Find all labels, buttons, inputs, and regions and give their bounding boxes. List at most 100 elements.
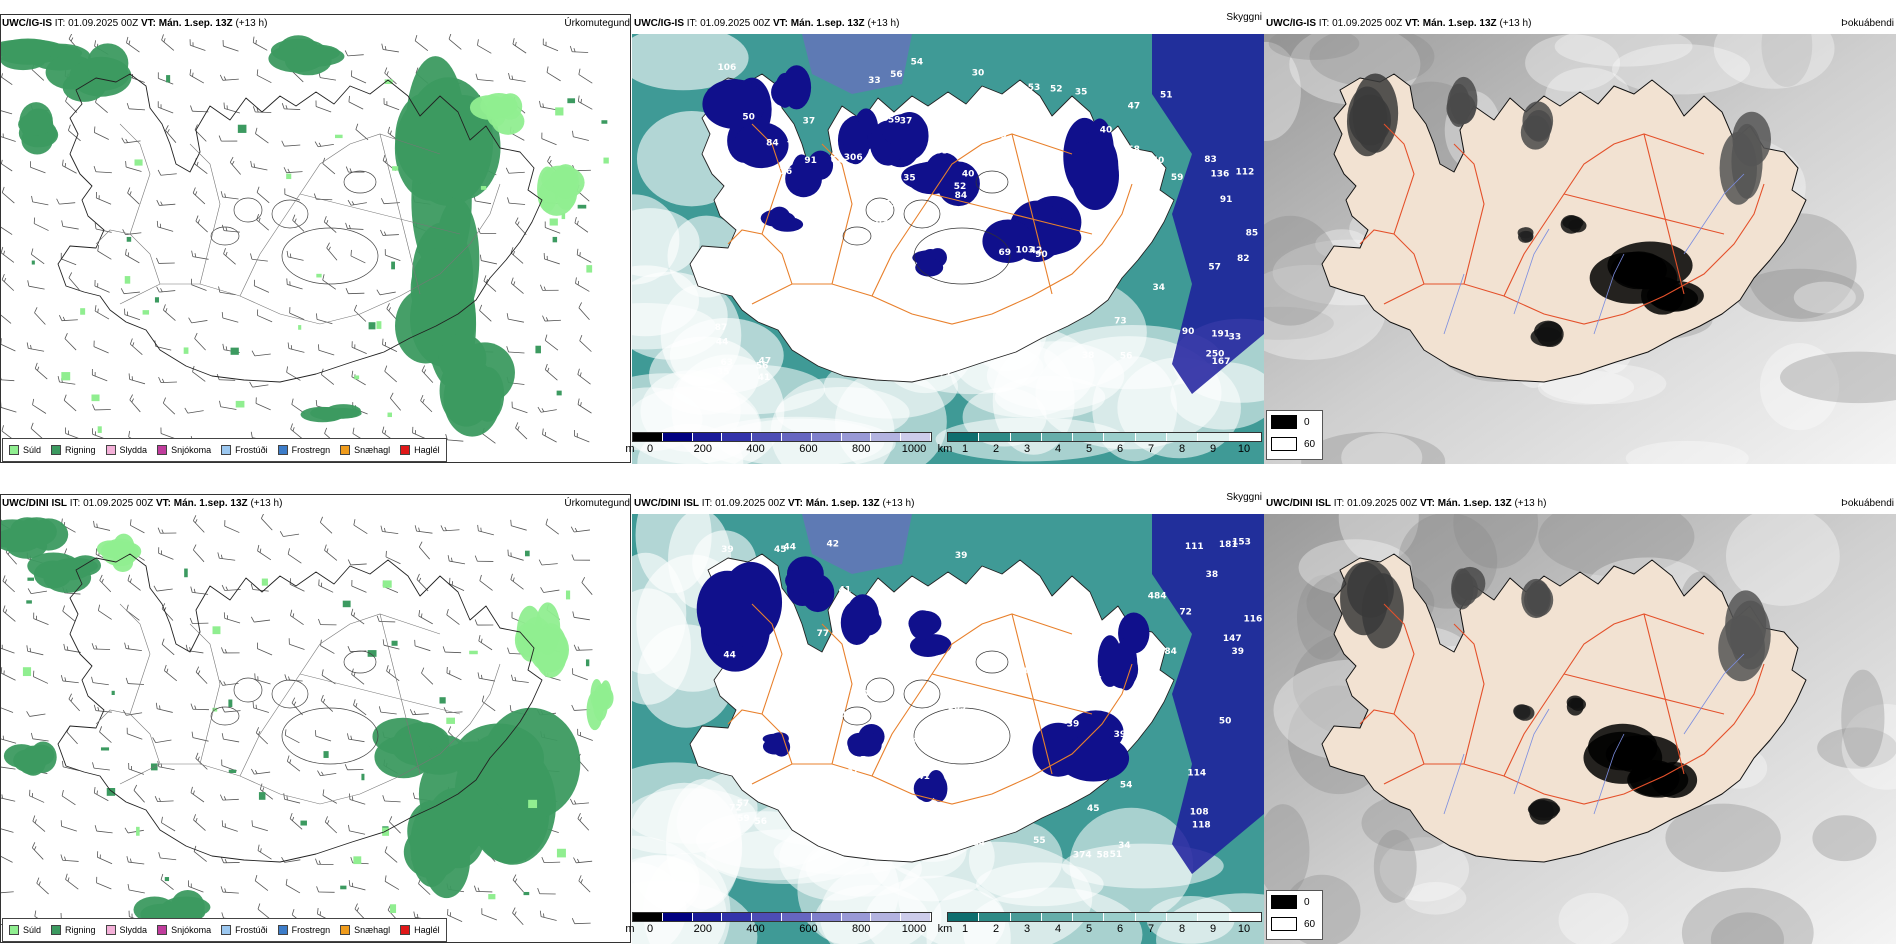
precip-map[interactable] bbox=[0, 514, 632, 944]
elevation-scale: m 0 200 400 600 800 1000 bbox=[625, 912, 932, 940]
model-name: UWC/DINI ISL bbox=[1266, 498, 1331, 509]
scale-unit: m bbox=[625, 443, 635, 455]
road-network bbox=[727, 123, 1133, 325]
legend-item: Haglél bbox=[400, 445, 440, 455]
legend-label: Rigning bbox=[65, 445, 96, 455]
valid-label: VT: bbox=[772, 18, 788, 29]
legend-swatch bbox=[221, 925, 232, 935]
precip-legend: Súld Rigning Slydda Snjókoma Frostúði Frostre… bbox=[2, 918, 447, 942]
legend-swatch bbox=[277, 445, 288, 455]
row1-fog-panel: UWC/IG-IS IT: 01.09.2025 00Z VT: Mán. 1.… bbox=[1264, 14, 1896, 464]
fog-map[interactable] bbox=[1264, 34, 1896, 464]
cloud-base-label: 116 bbox=[1244, 614, 1263, 624]
scale-bar bbox=[632, 912, 932, 922]
cloud-base-label: 60 bbox=[1081, 614, 1094, 624]
cloud-base-label: 56 bbox=[755, 817, 768, 827]
legend-swatch bbox=[9, 925, 19, 935]
scale-tick: 10 bbox=[1237, 443, 1251, 455]
scale-tick: 0 bbox=[646, 443, 654, 455]
cloud-base-label: 47 bbox=[1128, 102, 1141, 112]
cloud-base-label: 62 bbox=[831, 155, 844, 165]
cloud-base-label: 34 bbox=[1118, 841, 1131, 851]
cloud-base-label: 65 bbox=[1044, 605, 1057, 615]
cloud-base-label: 62 bbox=[787, 307, 800, 317]
cloud-base-label: 87 bbox=[715, 323, 728, 333]
cloud-base-label: 50 bbox=[1152, 156, 1165, 166]
panel-header: UWC/IG-IS IT: 01.09.2025 00Z VT: Mán. 1.… bbox=[632, 12, 1264, 34]
cloud-base-label: 374 bbox=[1073, 850, 1092, 860]
legend-item: Frostregn bbox=[277, 925, 330, 935]
cloud-base-label: 71 bbox=[939, 369, 952, 379]
lead-time: (+13 h) bbox=[1514, 498, 1547, 509]
cloud-base-label: 53 bbox=[1028, 83, 1041, 93]
legend-swatch bbox=[51, 445, 62, 455]
scale-bar bbox=[947, 432, 1262, 442]
cloud-base-label: 82 bbox=[1237, 254, 1250, 264]
scale-tick: 6 bbox=[1116, 923, 1124, 935]
cloud-base-label: 33 bbox=[859, 821, 872, 831]
cloud-map[interactable]: 46 56 45 39 51 41 60 44 37 42 46 39 39 374 170 168 169 38… bbox=[632, 514, 1264, 944]
fog-legend-label: 60 bbox=[1304, 918, 1316, 930]
cloud-base-label: 44 bbox=[841, 711, 854, 721]
legend-item: Frostúði bbox=[221, 445, 268, 455]
legend-item: Rigning bbox=[51, 445, 96, 455]
valid-time: Mán. 1.sep. 13Z bbox=[173, 498, 248, 509]
cloud-base-label: 57 bbox=[1208, 262, 1221, 272]
scale-tick: 2 bbox=[992, 443, 1000, 455]
cloud-base-label: 484 bbox=[1148, 591, 1167, 601]
cloud-base-patches bbox=[702, 65, 1120, 277]
row2-cloud-panel: UWC/DINI ISL IT: 01.09.2025 00Z VT: Mán.… bbox=[625, 492, 1264, 944]
legend-swatch bbox=[221, 445, 232, 455]
cloud-base-label: 72 bbox=[729, 803, 742, 813]
init-time: 01.09.2025 00Z bbox=[715, 498, 786, 509]
fog-legend-row: 0 bbox=[1271, 895, 1310, 909]
legend-item: Slydda bbox=[105, 925, 147, 935]
row1-cloud-panel: UWC/IG-IS IT: 01.09.2025 00Z VT: Mán. 1.… bbox=[625, 12, 1264, 464]
cloud-base-label: 41 bbox=[758, 373, 771, 383]
init-time: 01.09.2025 00Z bbox=[68, 18, 139, 29]
cloud-base-label: 35 bbox=[1075, 88, 1088, 98]
cloud-base-label: 35 bbox=[717, 368, 730, 378]
cloud-base-label: 91 bbox=[891, 277, 904, 287]
cloud-base-label: 46 bbox=[912, 736, 925, 746]
cloud-base-label: 39 bbox=[1114, 730, 1127, 740]
cloud-base-label: 146 bbox=[870, 658, 889, 668]
cloud-base-label: 37 bbox=[900, 117, 913, 127]
init-label: IT: bbox=[1333, 498, 1345, 509]
cloud-base-label: 61 bbox=[757, 660, 770, 670]
scale-unit: km bbox=[937, 923, 953, 935]
scale-tick: 200 bbox=[693, 923, 712, 935]
cloud-base-label: 39 bbox=[1067, 720, 1080, 730]
fog-legend: 0 60 bbox=[1266, 410, 1323, 460]
scale-unit: km bbox=[937, 443, 953, 455]
legend-swatch bbox=[340, 925, 351, 935]
cloud-base-label: 51 bbox=[1160, 90, 1173, 100]
legend-label: Snæhagl bbox=[354, 925, 391, 935]
cloud-map[interactable]: 56 57 47 89 49 47 59 35 239 306 44 52 37 40 90 50 56 59 69… bbox=[632, 34, 1264, 464]
valid-time: Mán. 1.sep. 13Z bbox=[790, 18, 865, 29]
cloud-base-label: 33 bbox=[1229, 332, 1242, 342]
fog-map[interactable] bbox=[1264, 514, 1896, 944]
init-label: IT: bbox=[701, 498, 713, 509]
cloud-base-label: 42 bbox=[810, 197, 823, 207]
init-time: 01.09.2025 00Z bbox=[700, 18, 771, 29]
precip-map[interactable] bbox=[0, 34, 632, 464]
cloud-base-labels: 56 57 47 89 49 47 59 35 239 306 44 52 37 40 90 50 56 59 69… bbox=[709, 58, 1258, 383]
road-network bbox=[1359, 603, 1765, 815]
scale-tick: 2 bbox=[992, 923, 1000, 935]
cloud-base-label: 46 bbox=[737, 295, 750, 305]
cloud-base-label: 57 bbox=[737, 799, 750, 809]
scale-tick: 1000 bbox=[901, 923, 927, 935]
cloud-base-label: 306 bbox=[844, 153, 863, 163]
cloud-base-label: 47 bbox=[890, 182, 903, 192]
fog-legend-row: 60 bbox=[1271, 917, 1315, 931]
cloud-base-label: 118 bbox=[1192, 820, 1211, 830]
lead-time: (+13 h) bbox=[235, 18, 268, 29]
legend-item: Frostúði bbox=[221, 925, 268, 935]
model-name: UWC/IG-IS bbox=[2, 18, 52, 29]
cloud-base-label: 33 bbox=[868, 76, 881, 86]
cloud-base-label: 40 bbox=[1100, 126, 1113, 136]
cloud-base-label: 108 bbox=[1190, 807, 1209, 817]
cloud-base-label: 42 bbox=[1050, 677, 1063, 687]
fog-legend-swatch bbox=[1271, 415, 1297, 429]
